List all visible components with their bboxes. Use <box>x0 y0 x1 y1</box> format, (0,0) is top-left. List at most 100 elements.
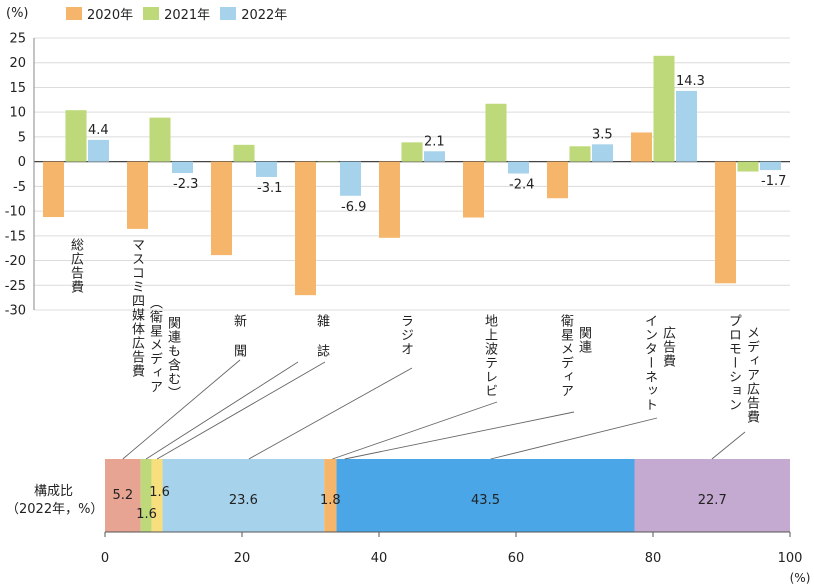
category-label-total: 総広告費 <box>68 238 83 294</box>
bar-s0-c1 <box>127 161 148 229</box>
composition-segment-6 <box>634 459 790 532</box>
category-label-mass4-line3: 関連も含む） <box>165 316 180 400</box>
category-label-newspaper-2: 聞 <box>231 344 246 358</box>
composition-segment-5 <box>336 459 635 532</box>
x-unit-label: (%) <box>790 571 811 585</box>
bar-s0-c4 <box>379 161 400 238</box>
legend-label-2022: 2022年 <box>241 8 288 23</box>
bar-s2-c4 <box>424 151 445 162</box>
bar-s1-c1 <box>149 117 171 162</box>
bar-s2-c7 <box>676 90 697 162</box>
bar-s0-c0 <box>43 161 64 218</box>
bar-s0-c6 <box>547 161 568 199</box>
category-label-internet-1: インターネット <box>642 314 657 412</box>
category-label-magazine-1: 雑 <box>314 314 329 328</box>
category-label-magazine-2: 誌 <box>314 344 329 358</box>
y-tick-label-6: -5 <box>13 180 26 195</box>
bar-s2-c3 <box>340 161 361 196</box>
y-tick-label-8: -15 <box>5 229 26 244</box>
stacked-label-line1: 構成比 <box>34 484 74 499</box>
category-label-mass4-line2: （衛星メディア <box>147 296 162 394</box>
legend-item-2022: 2022年 <box>220 4 287 23</box>
bar-s1-c0 <box>65 110 87 162</box>
leader-line-3 <box>248 367 413 460</box>
data-label-2022-c8: -1.7 <box>761 174 786 189</box>
leader-line-2 <box>156 361 326 460</box>
y-tick-label-5: 0 <box>18 155 26 170</box>
composition-segment-3 <box>162 459 325 532</box>
data-label-2022-c7: 14.3 <box>676 74 705 89</box>
bar-s0-c8 <box>715 161 736 284</box>
bar-s1-c7 <box>653 55 675 162</box>
y-tick-label-9: -20 <box>5 254 26 269</box>
data-label-2022-c2: -3.1 <box>257 181 282 196</box>
x-tick-label-1: 20 <box>234 551 251 566</box>
category-label-terrestrial-tv: 地上波テレビ <box>482 314 497 398</box>
composition-segment-2 <box>151 459 163 532</box>
leader-line-1 <box>145 361 299 460</box>
composition-label-5: 43.5 <box>471 493 500 508</box>
x-tick-label-3: 60 <box>508 551 525 566</box>
bar-s0-c5 <box>463 161 484 218</box>
legend-swatch-2022 <box>220 7 237 20</box>
bar-s2-c0 <box>88 139 109 162</box>
y-tick-label-10: -25 <box>5 279 26 294</box>
bar-s1-c3 <box>317 161 339 163</box>
bar-s0-c2 <box>211 161 232 256</box>
legend-item-2021: 2021年 <box>143 4 210 23</box>
composition-label-3: 23.6 <box>229 493 258 508</box>
bar-s2-c6 <box>592 144 613 162</box>
composition-segment-0 <box>105 459 141 532</box>
composition-label-6: 22.7 <box>698 493 727 508</box>
bar-s2-c2 <box>256 161 277 177</box>
y-tick-label-1: 20 <box>9 56 26 71</box>
category-label-internet-2: 広告費 <box>660 326 675 368</box>
bar-s1-c8 <box>737 161 759 172</box>
legend: 2020年 2021年 2022年 <box>66 4 287 23</box>
bar-s1-c4 <box>401 142 423 162</box>
x-tick-label-4: 80 <box>645 551 662 566</box>
bar-s1-c2 <box>233 144 255 162</box>
bar-s2-c8 <box>760 161 781 171</box>
data-label-2022-c4: 2.1 <box>424 134 445 149</box>
bar-s0-c3 <box>295 161 316 296</box>
leader-line-5 <box>344 411 575 460</box>
leader-line-6 <box>490 417 658 460</box>
bar-s1-c5 <box>485 103 507 162</box>
x-tick-label-5: 100 <box>778 551 803 566</box>
data-label-2022-c3: -6.9 <box>341 200 366 215</box>
data-label-2022-c1: -2.3 <box>173 177 198 192</box>
y-tick-label-7: -10 <box>5 205 26 220</box>
legend-label-2020: 2020年 <box>87 8 134 23</box>
category-label-satellite-2: 関連 <box>576 326 591 354</box>
bar-s0-c7 <box>631 132 652 162</box>
composition-label-2: 1.6 <box>149 485 170 500</box>
legend-swatch-2021 <box>143 7 160 20</box>
data-label-2022-c5: -2.4 <box>509 178 534 193</box>
y-tick-label-4: 5 <box>18 130 26 145</box>
bar-s2-c5 <box>508 161 529 174</box>
category-label-radio: ラジオ <box>398 314 413 356</box>
y-tick-label-11: -30 <box>5 304 26 319</box>
y-tick-label-0: 25 <box>9 32 26 47</box>
category-label-promotion-2: メディア広告費 <box>744 326 759 424</box>
y-unit-label: (%) <box>6 6 29 21</box>
bar-s2-c1 <box>172 161 193 174</box>
leader-line-7 <box>711 431 746 460</box>
x-tick-label-0: 0 <box>101 551 109 566</box>
leader-line-4 <box>332 401 498 460</box>
data-label-2022-c0: 4.4 <box>88 123 109 138</box>
composition-label-1: 1.6 <box>136 507 157 522</box>
composition-segment-4 <box>324 459 337 532</box>
y-tick-label-2: 15 <box>9 81 26 96</box>
composition-segment-1 <box>140 459 152 532</box>
legend-item-2020: 2020年 <box>66 4 133 23</box>
category-label-mass4: マスコミ四媒体広告費 <box>129 238 144 378</box>
legend-swatch-2020 <box>66 7 82 20</box>
category-label-promotion-1: プロモーション <box>726 314 741 412</box>
category-label-satellite-1: 衛星メディア <box>558 314 573 398</box>
composition-label-4: 1.8 <box>320 493 341 508</box>
stacked-label-line2: （2022年，%） <box>6 502 104 517</box>
legend-label-2021: 2021年 <box>164 8 211 23</box>
